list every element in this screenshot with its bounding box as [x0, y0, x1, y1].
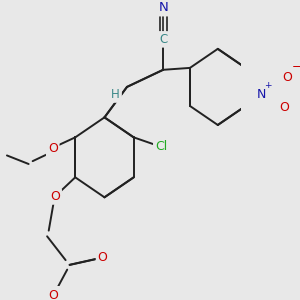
- Text: C: C: [159, 33, 167, 46]
- Text: O: O: [279, 101, 289, 114]
- Text: O: O: [48, 142, 58, 155]
- Text: O: O: [50, 190, 60, 203]
- Text: O: O: [283, 71, 292, 84]
- Text: O: O: [98, 251, 107, 264]
- Text: N: N: [257, 88, 266, 101]
- Text: +: +: [264, 80, 272, 89]
- Text: −: −: [292, 60, 300, 74]
- Text: O: O: [49, 289, 58, 300]
- Text: H: H: [111, 88, 120, 101]
- Text: Cl: Cl: [155, 140, 167, 153]
- Text: N: N: [158, 2, 168, 14]
